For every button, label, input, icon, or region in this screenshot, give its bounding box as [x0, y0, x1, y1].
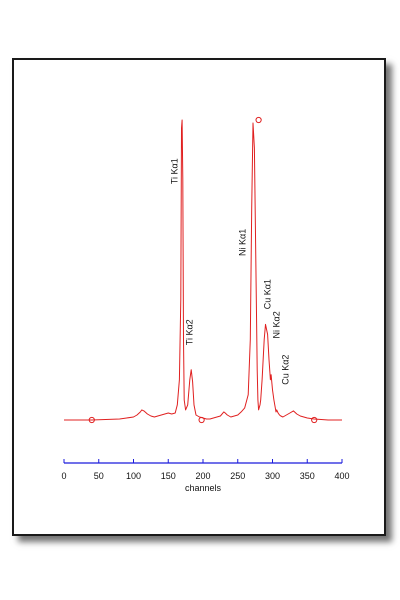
x-tick-label-6: 300	[265, 471, 280, 481]
peak-label-4: Ni Kα2	[271, 311, 281, 338]
data-marker-1	[198, 416, 205, 424]
x-tick-label-8: 400	[334, 471, 349, 481]
x-axis-label: channels	[185, 483, 222, 493]
peak-label-1: Ti Kα2	[185, 319, 195, 345]
peak-label-5: Cu Kα2	[280, 355, 290, 385]
x-tick-label-7: 350	[300, 471, 315, 481]
data-marker-2	[255, 116, 262, 124]
x-tick-label-1: 50	[94, 471, 104, 481]
data-marker-0	[88, 416, 95, 424]
x-tick-label-3: 150	[161, 471, 176, 481]
data-marker-3	[311, 416, 318, 424]
x-tick-label-5: 250	[230, 471, 245, 481]
chart-marks: Ti Kα1 Ti Kα2 Ni Kα1 Cu Kα1 Ni Kα2 Cu Kα2	[64, 116, 342, 424]
x-axis: 0 50 100 150 200 250 300 350 400	[61, 459, 350, 481]
x-tick-label-0: 0	[61, 471, 66, 481]
spectrum-line-0	[64, 119, 342, 421]
x-tick-label-4: 200	[195, 471, 210, 481]
x-tick-label-2: 100	[126, 471, 141, 481]
peak-label-2: Ni Kα1	[237, 229, 247, 256]
peak-label-0: Ti Kα1	[169, 158, 179, 184]
peak-label-3: Cu Kα1	[262, 279, 272, 309]
figure-frame	[12, 58, 386, 536]
